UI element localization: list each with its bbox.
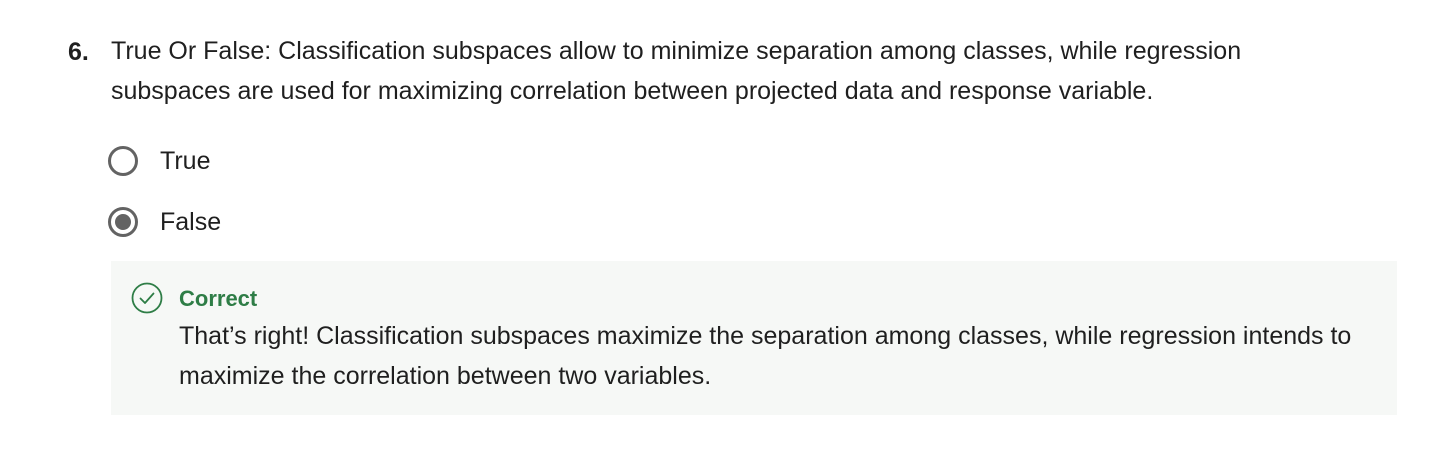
question-text: True Or False: Classification subspaces … [111, 37, 1242, 105]
option-true[interactable]: True [108, 141, 210, 181]
option-false[interactable]: False [108, 202, 221, 242]
option-label: False [160, 208, 222, 236]
feedback-panel: Correct That’s right! Classification sub… [111, 261, 1397, 415]
feedback-message: That’s right! Classification subspaces m… [179, 322, 1352, 390]
radio-selected[interactable] [108, 207, 138, 237]
radio-unselected[interactable] [108, 146, 138, 176]
question-number: 6. [68, 38, 89, 66]
radio-dot [115, 214, 131, 230]
option-label: True [160, 147, 211, 175]
feedback-status: Correct [179, 286, 258, 311]
check-circle-icon [131, 282, 163, 314]
